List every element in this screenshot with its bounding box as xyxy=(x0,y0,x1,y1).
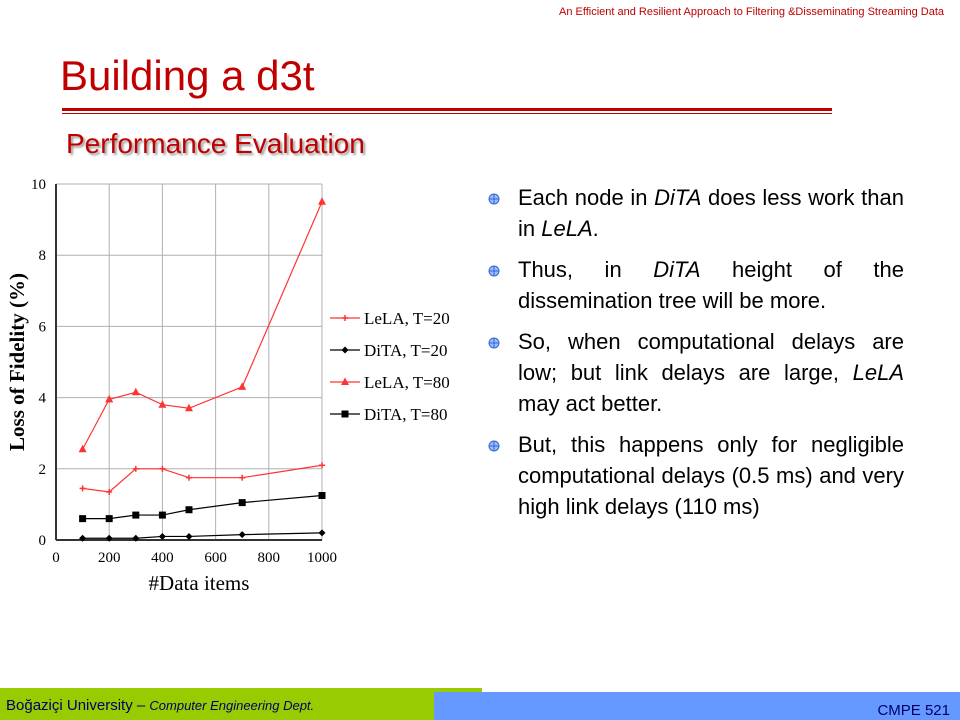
slide-subtitle: Performance Evaluation xyxy=(66,128,365,159)
data-point xyxy=(185,532,193,540)
data-point xyxy=(341,377,349,385)
bullet-text: LeLA xyxy=(541,216,593,241)
x-tick-label: 0 xyxy=(52,550,60,566)
bullet-text: does less work than in xyxy=(518,185,905,241)
bullet-text: But, this happens only for negligible co… xyxy=(518,432,904,519)
data-point xyxy=(105,394,114,403)
data-point xyxy=(318,529,326,537)
data-point xyxy=(132,534,140,542)
y-tick-label: 2 xyxy=(39,462,47,478)
y-tick-label: 6 xyxy=(39,319,47,335)
bullet-item: So, when computational delays are low; b… xyxy=(488,326,904,419)
data-point xyxy=(318,492,326,499)
header-note: An Efficient and Resilient Approach to F… xyxy=(559,6,944,18)
data-point xyxy=(341,410,349,418)
fidelity-chart: 0 200 400 600 800 1000 0 2 4 6 8 10 #Data items Loss … xyxy=(5,177,450,595)
legend-label: LeLA, T=20 xyxy=(364,309,450,328)
data-point xyxy=(238,382,247,390)
bullet-text: Thus, in xyxy=(518,257,654,282)
bullet-text: LeLA xyxy=(852,360,904,385)
y-tick-label: 10 xyxy=(31,177,46,193)
x-tick-label: 800 xyxy=(258,550,281,566)
bullet-text: DiTA xyxy=(653,257,701,282)
x-tick-label: 600 xyxy=(204,550,227,566)
footer-course: CMPE 521 xyxy=(877,702,950,719)
series-line xyxy=(82,201,323,450)
bullet-icon xyxy=(488,440,500,452)
y-tick-label: 8 xyxy=(39,248,47,264)
y-tick-label: 4 xyxy=(39,391,47,407)
data-point xyxy=(341,346,349,354)
x-axis-label: #Data items xyxy=(149,571,250,595)
data-point xyxy=(185,506,193,514)
data-point xyxy=(132,511,140,519)
bullet-text: DiTA xyxy=(654,185,702,210)
series-line xyxy=(82,494,323,520)
data-point xyxy=(158,511,166,519)
bullet-item: Thus, in DiTA height of the disseminatio… xyxy=(488,254,904,316)
title-rule-thin xyxy=(62,113,832,114)
data-point xyxy=(105,515,113,523)
x-tick-label: 1000 xyxy=(307,550,337,566)
legend-label: DiTA, T=80 xyxy=(364,405,447,424)
bullet-item: But, this happens only for negligible co… xyxy=(488,429,904,522)
legend-label: LeLA, T=80 xyxy=(364,373,450,392)
y-axis-label: Loss of Fidelity (%) xyxy=(5,273,29,451)
footer-university-name: Boğaziçi University – xyxy=(6,697,150,714)
bullet-text: height of the dissemination tree will be… xyxy=(518,257,904,313)
data-point xyxy=(238,499,246,507)
x-tick-label: 200 xyxy=(98,550,121,566)
y-tick-label: 0 xyxy=(39,533,47,549)
data-point xyxy=(158,532,166,540)
data-point xyxy=(185,403,193,412)
x-tick-label: 400 xyxy=(151,550,174,566)
data-point xyxy=(78,444,87,453)
bullet-item: Each node in DiTA does less work than in… xyxy=(488,182,904,244)
bullet-text: . xyxy=(592,216,599,241)
bullet-text: So, when computational delays are low; b… xyxy=(518,329,904,385)
data-point xyxy=(131,387,140,396)
bullet-list: Each node in DiTA does less work than in… xyxy=(488,182,904,532)
footer-blue-bar xyxy=(434,692,960,720)
series-line xyxy=(82,532,323,539)
data-point xyxy=(238,531,246,539)
data-point xyxy=(79,515,87,523)
data-point xyxy=(318,197,326,205)
bullet-icon xyxy=(488,265,500,277)
data-point xyxy=(158,400,167,408)
bullet-text: Each node in xyxy=(518,185,655,210)
title-rule xyxy=(62,108,832,111)
legend-label: DiTA, T=20 xyxy=(364,341,447,360)
footer-university: Boğaziçi University – Computer Engineeri… xyxy=(6,697,314,714)
footer-green-bar xyxy=(0,688,482,720)
data-point xyxy=(105,534,113,542)
bullet-icon xyxy=(488,193,500,205)
bullet-text: may act better. xyxy=(518,391,663,416)
data-point xyxy=(79,534,87,542)
slide-title: Building a d3t xyxy=(60,52,315,99)
bullet-icon xyxy=(488,337,500,349)
footer-dept: Computer Engineering Dept. xyxy=(149,698,315,713)
